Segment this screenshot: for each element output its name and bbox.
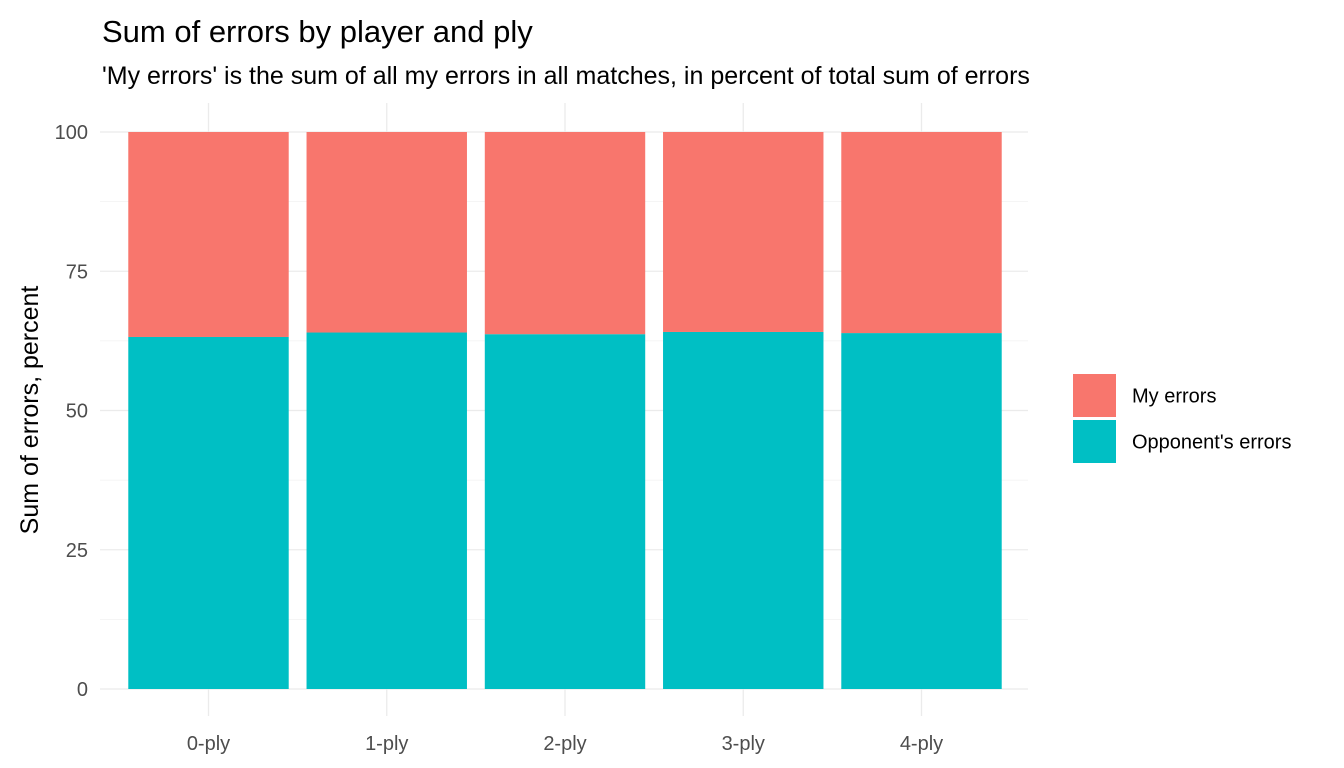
- chart-subtitle: 'My errors' is the sum of all my errors …: [102, 62, 1030, 90]
- legend: My errors Opponent's errors: [1073, 374, 1291, 463]
- bar-my-errors-4-ply: [841, 132, 1002, 334]
- y-axis-label: Sum of errors, percent: [16, 286, 44, 535]
- y-tick-label: 50: [66, 401, 88, 423]
- bar-my-errors-2-ply: [484, 132, 646, 335]
- legend-key: [1073, 374, 1116, 417]
- x-tick-label: 2-ply: [543, 733, 586, 755]
- y-tick-label: 0: [77, 679, 88, 701]
- y-axis-ticks: 0 25 50 75 100: [55, 122, 88, 701]
- bar-opponents-errors-3-ply: [663, 331, 824, 689]
- y-tick-label: 75: [66, 261, 88, 283]
- chart-title: Sum of errors by player and ply: [102, 14, 533, 49]
- x-tick-label: 3-ply: [722, 733, 765, 755]
- bar-my-errors-3-ply: [663, 132, 824, 332]
- legend-label: Opponent's errors: [1132, 432, 1291, 454]
- x-tick-label: 4-ply: [900, 733, 943, 755]
- legend-label: My errors: [1132, 386, 1216, 408]
- x-tick-label: 0-ply: [187, 733, 230, 755]
- x-axis-ticks: 0-ply 1-ply 2-ply 3-ply 4-ply: [187, 733, 943, 755]
- bar-opponents-errors-4-ply: [841, 333, 1002, 689]
- bar-my-errors-0-ply: [128, 132, 289, 337]
- bar-opponents-errors-0-ply: [128, 336, 289, 689]
- x-tick-label: 1-ply: [365, 733, 408, 755]
- bar-opponents-errors-2-ply: [484, 334, 646, 689]
- bar-opponents-errors-1-ply: [306, 332, 467, 689]
- y-tick-label: 100: [55, 122, 88, 144]
- legend-key: [1073, 420, 1116, 463]
- bar-my-errors-1-ply: [306, 132, 467, 333]
- bars: [128, 132, 1002, 689]
- y-tick-label: 25: [66, 540, 88, 562]
